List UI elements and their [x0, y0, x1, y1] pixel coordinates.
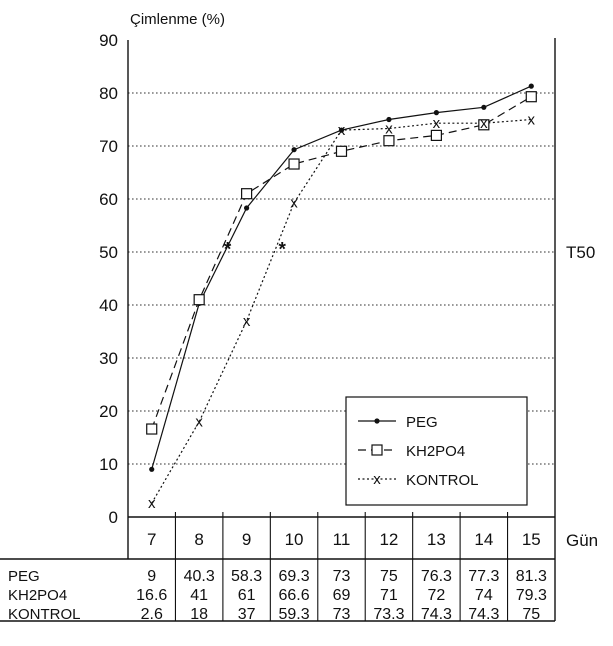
data-point-peg: [149, 466, 155, 472]
table-cell: 76.3: [421, 568, 452, 585]
y-tick-label: 20: [99, 402, 118, 421]
table-cell: 73: [333, 606, 351, 623]
y-tick-label: 90: [99, 31, 118, 50]
data-point-kh2po4: [146, 423, 158, 435]
table-cell: 71: [380, 587, 398, 604]
legend: PEG KH2PO4 x KONTROL: [345, 396, 528, 506]
x-tick-label: 10: [285, 530, 304, 549]
data-point-peg: [528, 83, 534, 89]
data-point-peg: [386, 116, 392, 123]
series-markers: x x x x x x x x x * *: [146, 83, 537, 512]
t50-asterisk-marker: *: [224, 240, 232, 261]
y-tick-label: 0: [109, 508, 118, 527]
table-row-label: KONTROL: [8, 606, 81, 623]
table-cell: 74.3: [468, 606, 499, 623]
table-cell: 73: [333, 568, 351, 585]
data-point-kontrol: x: [480, 115, 488, 132]
axes: 7 8 9 10 11 12 13 14 15: [0, 38, 556, 622]
table-cell: 74.3: [421, 606, 452, 623]
table-cell: 37: [238, 606, 256, 623]
table-row-label: PEG: [8, 568, 40, 585]
x-tick-label: 9: [242, 530, 251, 549]
legend-label-kontrol: KONTROL: [406, 472, 479, 489]
table-cell: 66.6: [278, 587, 309, 604]
data-point-peg: [481, 104, 487, 110]
data-table: PEG 9 40.3 58.3 69.3 73 75 76.3 77.3 81.3 KH2PO4 16…: [8, 568, 547, 623]
table-cell: 41: [190, 587, 208, 604]
data-point-kontrol: x: [385, 121, 393, 138]
data-point-kontrol: x: [148, 495, 156, 512]
x-tick-label: 7: [147, 530, 156, 549]
y-tick-label: 60: [99, 190, 118, 209]
table-cell: 73.3: [373, 606, 404, 623]
y-tick-label: 70: [99, 137, 118, 156]
data-point-kontrol: x: [528, 112, 536, 129]
y-tick-label: 30: [99, 349, 118, 368]
data-point-kontrol: x: [433, 115, 441, 132]
data-point-kontrol: x: [290, 195, 298, 212]
table-cell: 81.3: [516, 568, 547, 585]
data-point-peg: [291, 147, 297, 153]
data-point-kh2po4: [335, 145, 348, 157]
y-axis-title: Çimlenme (%): [130, 11, 225, 28]
t50-reference-label: T50: [566, 243, 595, 262]
y-tick-label: 10: [99, 455, 118, 474]
y-tick-label: 50: [99, 243, 118, 262]
data-point-kh2po4: [525, 91, 537, 103]
table-cell: 75: [380, 568, 398, 585]
x-tick-label: 13: [427, 530, 446, 549]
y-tick-label: 80: [99, 84, 118, 103]
table-cell: 9: [147, 568, 156, 585]
data-point-kh2po4: [288, 158, 300, 170]
data-point-kh2po4: [383, 135, 395, 147]
data-point-kontrol: x: [338, 122, 346, 139]
x-tick-label: 15: [522, 530, 541, 549]
x-tick-label: 14: [474, 530, 493, 549]
x-tick-label: 8: [194, 530, 203, 549]
table-cell: 18: [190, 606, 208, 623]
x-tick-label: 11: [333, 530, 351, 549]
data-point-kh2po4: [193, 294, 205, 306]
table-cell: 72: [427, 587, 445, 604]
table-cell: 59.3: [278, 606, 309, 623]
table-cell: 79.3: [516, 587, 547, 604]
y-tick-label: 40: [99, 296, 118, 315]
table-cell: 77.3: [468, 568, 499, 585]
table-cell: 75: [522, 606, 540, 623]
data-point-kontrol: x: [195, 414, 203, 431]
table-cell: 16.6: [136, 587, 167, 604]
table-cell: 69.3: [278, 568, 309, 585]
legend-marker-kh2po4: [371, 444, 383, 456]
table-cell: 40.3: [184, 568, 215, 585]
data-point-kh2po4: [430, 129, 442, 141]
data-point-peg: [244, 205, 250, 211]
x-axis-title: Gün: [566, 531, 598, 550]
table-cell: 2.6: [141, 606, 163, 623]
data-point-peg: [338, 127, 345, 133]
legend-marker-peg: [374, 418, 380, 424]
t50-asterisk-marker: *: [278, 240, 286, 261]
legend-label-peg: PEG: [406, 414, 438, 431]
table-cell: 74: [475, 587, 493, 604]
x-tick-label: 12: [379, 530, 398, 549]
legend-marker-kontrol: x: [373, 471, 381, 488]
table-cell: 58.3: [231, 568, 262, 585]
table-cell: 61: [238, 587, 256, 604]
data-point-peg: [433, 110, 439, 116]
legend-label-kh2po4: KH2PO4: [406, 443, 465, 460]
data-point-kh2po4: [241, 188, 253, 200]
table-cell: 69: [333, 587, 351, 604]
data-point-kh2po4: [478, 119, 490, 131]
data-point-kontrol: x: [243, 313, 251, 330]
table-row-label: KH2PO4: [8, 587, 67, 604]
